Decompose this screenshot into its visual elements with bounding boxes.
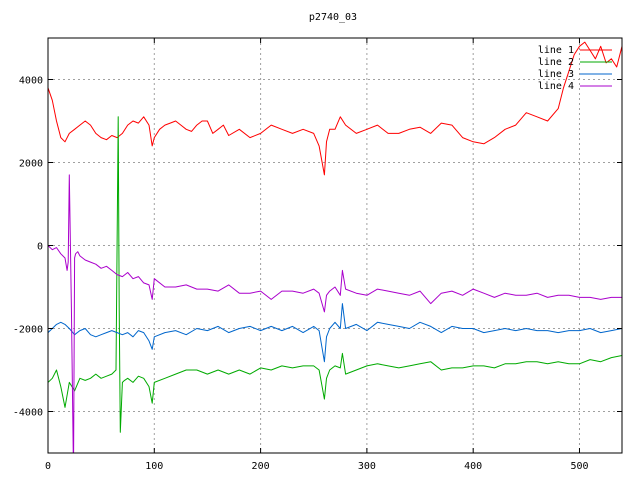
x-tick-label: 200: [252, 461, 270, 472]
x-axis-ticks: 0 100 200 300 400 500: [45, 38, 589, 472]
y-tick-label: -2000: [13, 325, 43, 336]
y-tick-label: 2000: [19, 159, 43, 170]
series-line-4: [48, 174, 622, 453]
chart-title: p2740_03: [309, 12, 357, 23]
x-tick-label: 100: [145, 461, 163, 472]
grid-lines: [47, 38, 622, 453]
plot-area-frame: [47, 37, 623, 454]
legend-label-1: line 1: [538, 45, 574, 56]
legend-label-3: line 3: [538, 69, 574, 80]
y-axis-ticks: -4000 -2000 0 2000 4000: [13, 76, 622, 419]
series-line-1: [48, 41, 622, 176]
series-line-2: [48, 116, 622, 433]
y-tick-label: -4000: [13, 408, 43, 419]
series-line-3: [48, 303, 622, 363]
x-tick-label: 500: [570, 461, 588, 472]
x-tick-label: 400: [464, 461, 482, 472]
y-tick-label: 0: [37, 242, 43, 253]
x-tick-label: 300: [358, 461, 376, 472]
x-tick-label: 0: [45, 461, 51, 472]
legend-label-4: line 4: [538, 81, 574, 92]
series-group: [48, 41, 622, 453]
y-tick-label: 4000: [19, 76, 43, 87]
legend-label-2: line 2: [538, 57, 574, 68]
